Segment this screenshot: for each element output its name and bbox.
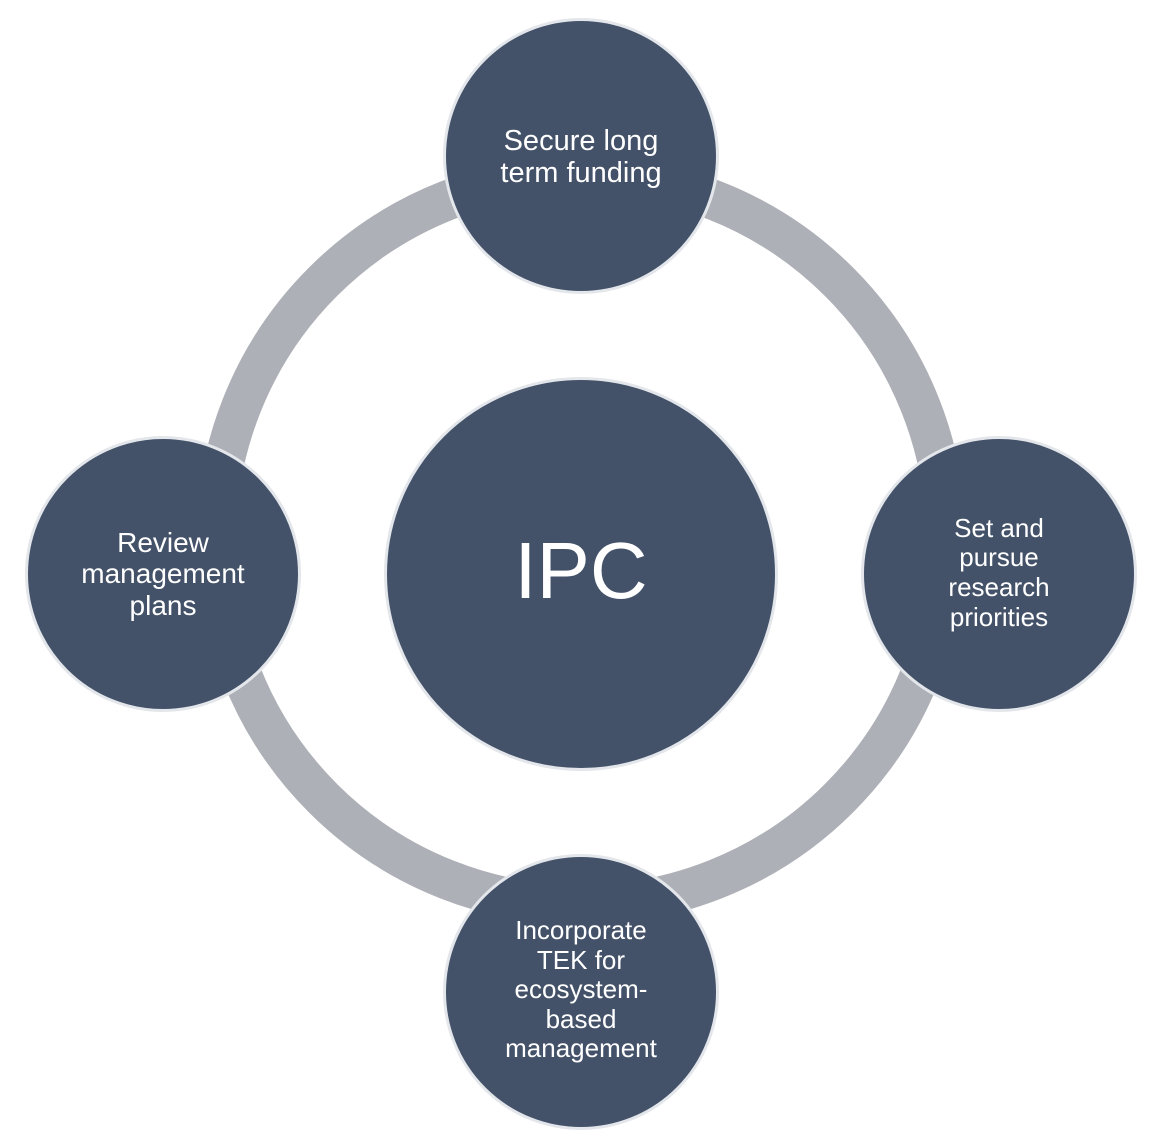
node-review-plans: Review management plans xyxy=(25,436,301,712)
node-incorporate-tek-label: Incorporate TEK for ecosystem- based man… xyxy=(505,914,657,1064)
node-research-priorities: Set and pursue research priorities xyxy=(861,436,1137,712)
node-secure-funding-label: Secure long term funding xyxy=(500,124,662,189)
node-research-priorities-label: Set and pursue research priorities xyxy=(948,512,1050,632)
node-incorporate-tek: Incorporate TEK for ecosystem- based man… xyxy=(443,854,719,1130)
node-review-plans-label: Review management plans xyxy=(81,526,245,621)
node-secure-funding: Secure long term funding xyxy=(443,18,719,294)
center-node-ipc: IPC xyxy=(384,377,778,771)
center-node-label: IPC xyxy=(514,526,648,615)
